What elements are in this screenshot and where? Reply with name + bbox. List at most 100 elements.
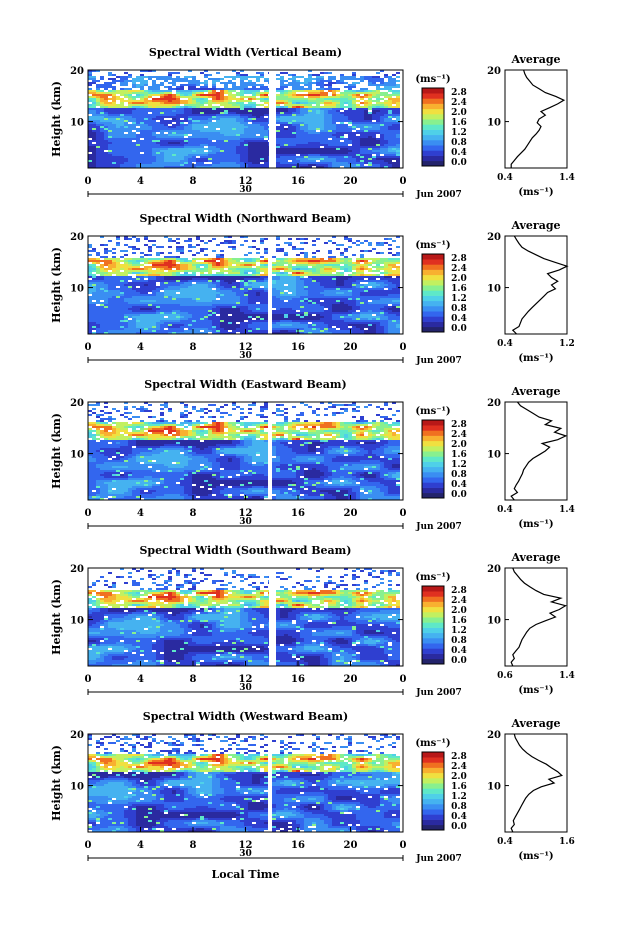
heatmap-cell <box>180 280 184 282</box>
heatmap-cell <box>136 264 140 266</box>
heatmap-cell <box>264 122 268 124</box>
heatmap-cell <box>120 256 124 258</box>
heatmap-cell <box>176 110 180 112</box>
heatmap-cell <box>312 280 316 282</box>
heatmap-cell <box>376 258 380 260</box>
heatmap-cell <box>156 166 160 168</box>
heatmap-cell <box>328 288 332 290</box>
heatmap-cell <box>244 260 248 262</box>
heatmap-cell <box>224 164 228 166</box>
heatmap-cell <box>340 132 344 134</box>
heatmap-cell <box>388 268 392 270</box>
heatmap-cell <box>232 114 236 116</box>
heatmap-cell <box>380 268 384 270</box>
colorbar-tick-label: 1.2 <box>451 128 467 138</box>
heatmap-cell <box>140 104 144 106</box>
heatmap-cell <box>88 298 92 300</box>
heatmap-cell <box>256 270 260 272</box>
heatmap-cell <box>204 142 208 144</box>
heatmap-cell <box>156 156 160 158</box>
heatmap-cell <box>120 164 124 166</box>
heatmap-cell <box>288 126 292 128</box>
heatmap-cell <box>168 92 172 94</box>
heatmap-cell <box>136 144 140 146</box>
heatmap-cell <box>236 98 240 100</box>
heatmap-cell <box>300 276 304 278</box>
heatmap-cell <box>172 140 176 142</box>
heatmap-cell <box>176 148 180 150</box>
heatmap-cell <box>88 120 92 122</box>
heatmap-cell <box>336 136 340 138</box>
heatmap-cell <box>144 100 148 102</box>
heatmap-cell <box>180 122 184 124</box>
heatmap-cell <box>176 288 180 290</box>
heatmap-cell <box>88 90 92 92</box>
heatmap-cell <box>316 114 320 116</box>
heatmap-cell <box>388 276 392 278</box>
heatmap-cell <box>200 140 204 142</box>
heatmap-cell <box>364 118 368 120</box>
heatmap-cell <box>204 94 208 96</box>
heatmap-cell <box>308 76 312 78</box>
heatmap-cell <box>244 114 248 116</box>
heatmap-cell <box>100 90 104 92</box>
heatmap-cell <box>224 262 228 264</box>
heatmap-cell <box>372 284 376 286</box>
heatmap-cell <box>300 76 304 78</box>
heatmap-cell <box>260 88 264 90</box>
heatmap-cell <box>320 96 324 98</box>
heatmap-cell <box>292 282 296 284</box>
heatmap-cell <box>184 286 188 288</box>
heatmap-cell <box>384 286 388 288</box>
heatmap-cell <box>108 292 112 294</box>
heatmap-cell <box>352 128 356 130</box>
heatmap-cell <box>200 294 204 296</box>
heatmap-cell <box>340 280 344 282</box>
heatmap-cell <box>212 266 216 268</box>
heatmap-cell <box>280 154 284 156</box>
heatmap-cell <box>164 236 168 238</box>
heatmap-cell <box>304 164 308 166</box>
heatmap-cell <box>288 82 292 84</box>
heatmap-cell <box>252 164 256 166</box>
heatmap-cell <box>372 296 376 298</box>
heatmap-cell <box>344 146 348 148</box>
heatmap-cell <box>176 88 180 90</box>
heatmap-cell <box>224 130 228 132</box>
heatmap-cell <box>244 146 248 148</box>
heatmap-cell <box>396 268 400 270</box>
heatmap-cell <box>124 114 128 116</box>
heatmap-cell <box>192 78 196 80</box>
heatmap-cell <box>188 294 192 296</box>
heatmap-cell <box>204 292 208 294</box>
heatmap-cell <box>344 260 348 262</box>
heatmap-cell <box>220 140 224 142</box>
heatmap-cell <box>160 96 164 98</box>
heatmap-cell <box>116 244 120 246</box>
heatmap-cell <box>120 134 124 136</box>
heatmap-cell <box>92 162 96 164</box>
heatmap-cell <box>180 150 184 152</box>
heatmap-cell <box>356 268 360 270</box>
heatmap-cell <box>200 86 204 88</box>
heatmap-cell <box>344 276 348 278</box>
heatmap-cell <box>264 268 268 270</box>
heatmap-cell <box>312 252 316 254</box>
heatmap-cell <box>396 124 400 126</box>
heatmap-cell <box>392 80 396 82</box>
heatmap-cell <box>168 158 172 160</box>
heatmap-cell <box>292 74 296 76</box>
heatmap-cell <box>116 138 120 140</box>
heatmap-cell <box>264 252 268 254</box>
heatmap-cell <box>376 252 380 254</box>
heatmap-cell <box>360 144 364 146</box>
heatmap-cell <box>232 166 236 168</box>
heatmap-cell <box>368 164 372 166</box>
heatmap-cell <box>156 252 160 254</box>
heatmap-cell <box>272 284 276 286</box>
heatmap-cell <box>312 96 316 98</box>
heatmap-cell <box>184 138 188 140</box>
heatmap-cell <box>160 106 164 108</box>
heatmap-cell <box>240 286 244 288</box>
heatmap-cell <box>172 116 176 118</box>
